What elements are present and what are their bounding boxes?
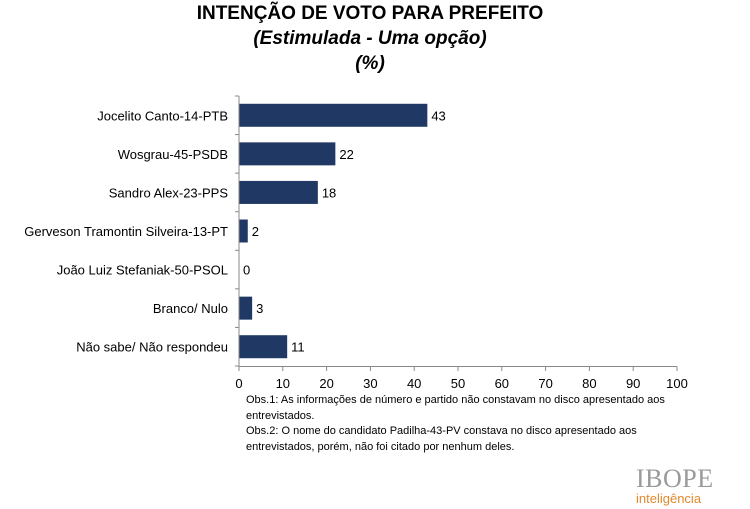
bar	[239, 180, 318, 204]
chart-unit: (%)	[355, 53, 385, 74]
bar	[239, 335, 288, 359]
bar	[239, 103, 428, 127]
category-label: Wosgrau-45-PSDB	[118, 147, 228, 162]
x-tick-label: 70	[538, 376, 552, 391]
category-label: Gerveson Tramontin Silveira-13-PT	[24, 224, 228, 239]
note-obs2: Obs.2: O nome do candidato Padilha-43-PV…	[246, 425, 637, 453]
x-tick-label: 0	[235, 376, 242, 391]
data-label: 3	[256, 301, 263, 316]
chart-notes: Obs.1: As informações de número e partid…	[246, 393, 686, 455]
x-tick-label: 20	[319, 376, 333, 391]
data-label: 43	[431, 108, 445, 123]
data-label: 2	[252, 224, 259, 239]
bar	[239, 219, 248, 243]
x-tick-label: 100	[666, 376, 688, 391]
x-tick-label: 50	[451, 376, 465, 391]
logo-sub-text: inteligência	[636, 491, 702, 506]
data-label: 11	[291, 340, 305, 355]
bar	[239, 296, 253, 320]
chart-title: INTENÇÃO DE VOTO PARA PREFEITO	[196, 3, 544, 24]
logo-main-text: IBOPE	[636, 464, 714, 493]
note-obs1: Obs.1: As informações de número e partid…	[246, 394, 665, 422]
category-label: Branco/ Nulo	[153, 301, 228, 316]
chart-header: INTENÇÃO DE VOTO PARA PREFEITO (Estimula…	[0, 2, 740, 76]
x-tick-label: 60	[495, 376, 509, 391]
data-label: 0	[243, 263, 250, 278]
bar	[239, 142, 336, 166]
x-tick-label: 30	[363, 376, 377, 391]
chart-subtitle: (Estimulada - Uma opção)	[253, 28, 487, 49]
data-label: 18	[322, 185, 336, 200]
x-tick-label: 40	[407, 376, 421, 391]
category-label: Não sabe/ Não respondeu	[76, 340, 228, 355]
data-label: 22	[339, 147, 353, 162]
x-tick-label: 80	[582, 376, 596, 391]
category-label: Sandro Alex-23-PPS	[109, 185, 229, 200]
x-tick-label: 90	[626, 376, 640, 391]
ibope-logo: IBOPE inteligência	[636, 466, 748, 506]
x-tick-label: 10	[276, 376, 290, 391]
category-label: Jocelito Canto-14-PTB	[97, 108, 228, 123]
category-label: João Luiz Stefaniak-50-PSOL	[57, 263, 228, 278]
